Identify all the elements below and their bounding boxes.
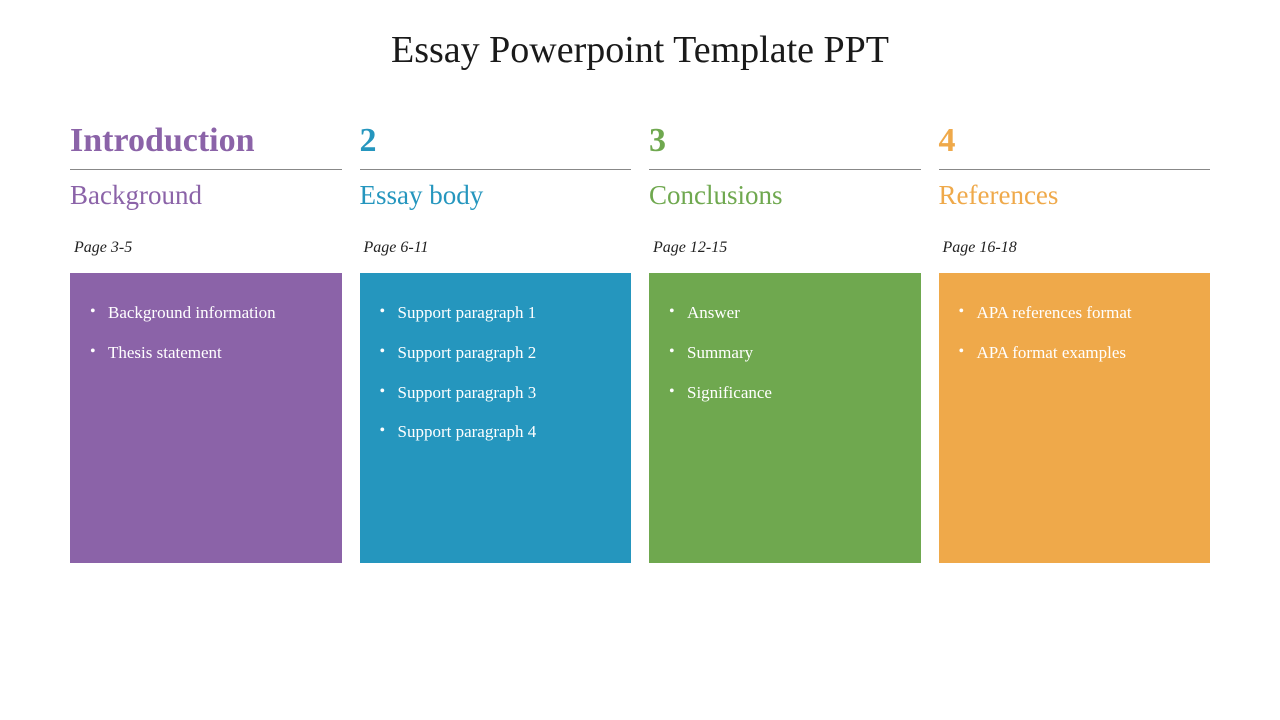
list-item: Answer bbox=[667, 293, 903, 333]
column-subtitle: References bbox=[939, 180, 1211, 211]
list-item: Thesis statement bbox=[88, 333, 324, 373]
bullet-list: Support paragraph 1Support paragraph 2Su… bbox=[378, 293, 614, 452]
page-range: Page 3-5 bbox=[70, 239, 342, 257]
column-2: 2Essay bodyPage 6-11Support paragraph 1S… bbox=[360, 122, 632, 563]
list-item: Background information bbox=[88, 293, 324, 333]
column-heading: Introduction bbox=[70, 122, 342, 170]
column-heading: 3 bbox=[649, 122, 921, 170]
bullet-list: APA references formatAPA format examples bbox=[957, 293, 1193, 373]
content-box: APA references formatAPA format examples bbox=[939, 273, 1211, 563]
page-range: Page 16-18 bbox=[939, 239, 1211, 257]
column-heading: 4 bbox=[939, 122, 1211, 170]
column-1: Introduction Background Page 3-5 Background… bbox=[70, 122, 342, 563]
content-box: Background informationThesis statement bbox=[70, 273, 342, 563]
list-item: Support paragraph 1 bbox=[378, 293, 614, 333]
page-range: Page 12-15 bbox=[649, 239, 921, 257]
bullet-list: AnswerSummarySignificance bbox=[667, 293, 903, 412]
content-box: Support paragraph 1Support paragraph 2Su… bbox=[360, 273, 632, 563]
list-item: Summary bbox=[667, 333, 903, 373]
column-subtitle: Essay body bbox=[360, 180, 632, 211]
list-item: Support paragraph 3 bbox=[378, 373, 614, 413]
column-3: 3 Conclusions Page 12-15 AnswerSummarySigni… bbox=[649, 122, 921, 563]
columns-container: Introduction Background Page 3-5 Background… bbox=[70, 122, 1210, 563]
list-item: APA references format bbox=[957, 293, 1193, 333]
slide-title: Essay Powerpoint Template PPT bbox=[70, 28, 1210, 72]
list-item: Support paragraph 2 bbox=[378, 333, 614, 373]
column-4: 4 References Page 16-18 APA references form… bbox=[939, 122, 1211, 563]
column-subtitle: Background bbox=[70, 180, 342, 211]
column-heading: 2 bbox=[360, 122, 632, 170]
slide: Essay Powerpoint Template PPT Introducti… bbox=[0, 0, 1280, 720]
bullet-list: Background informationThesis statement bbox=[88, 293, 324, 373]
column-subtitle: Conclusions bbox=[649, 180, 921, 211]
list-item: Support paragraph 4 bbox=[378, 412, 614, 452]
page-range: Page 6-11 bbox=[360, 239, 632, 257]
list-item: Significance bbox=[667, 373, 903, 413]
content-box: AnswerSummarySignificance bbox=[649, 273, 921, 563]
list-item: APA format examples bbox=[957, 333, 1193, 373]
